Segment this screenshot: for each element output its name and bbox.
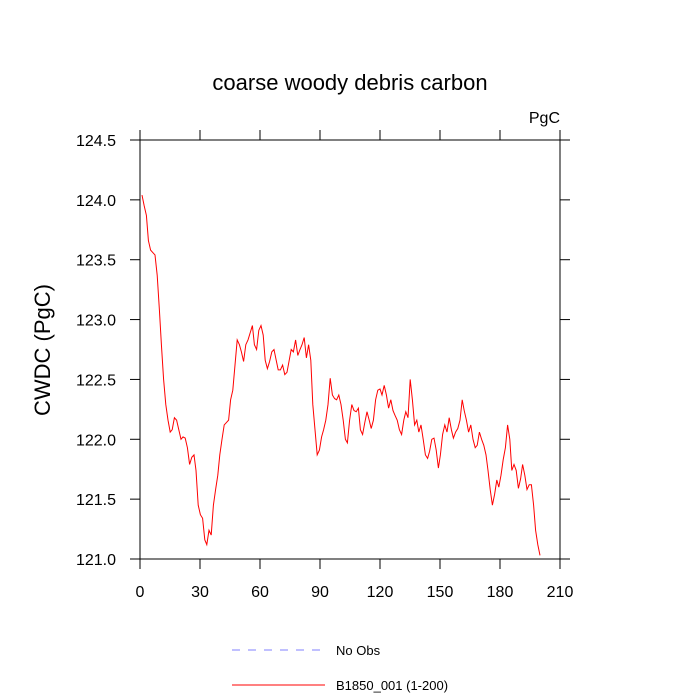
y-tick-label: 123.0 [76, 313, 116, 330]
y-tick-label: 121.0 [76, 552, 116, 569]
y-axis-label: CWDC (PgC) [30, 284, 55, 416]
legend-label: No Obs [336, 643, 381, 658]
x-tick-label: 90 [311, 584, 329, 601]
x-tick-label: 30 [191, 584, 209, 601]
x-tick-label: 60 [251, 584, 269, 601]
x-tick-label: 150 [427, 584, 454, 601]
y-tick-label: 121.5 [76, 492, 116, 509]
x-tick-label: 210 [547, 584, 574, 601]
x-tick-label: 120 [367, 584, 394, 601]
y-tick-label: 123.5 [76, 253, 116, 270]
y-tick-label: 124.5 [76, 133, 116, 150]
chart-title: coarse woody debris carbon [212, 70, 487, 95]
x-tick-label: 180 [487, 584, 514, 601]
plot-frame [139, 139, 561, 560]
data-line [141, 194, 541, 556]
legend-label: B1850_001 (1-200) [336, 678, 448, 693]
units-label: PgC [529, 110, 560, 127]
y-tick-label: 122.5 [76, 372, 116, 389]
x-tick-label: 0 [136, 584, 145, 601]
y-tick-label: 124.0 [76, 193, 116, 210]
y-tick-label: 122.0 [76, 432, 116, 449]
